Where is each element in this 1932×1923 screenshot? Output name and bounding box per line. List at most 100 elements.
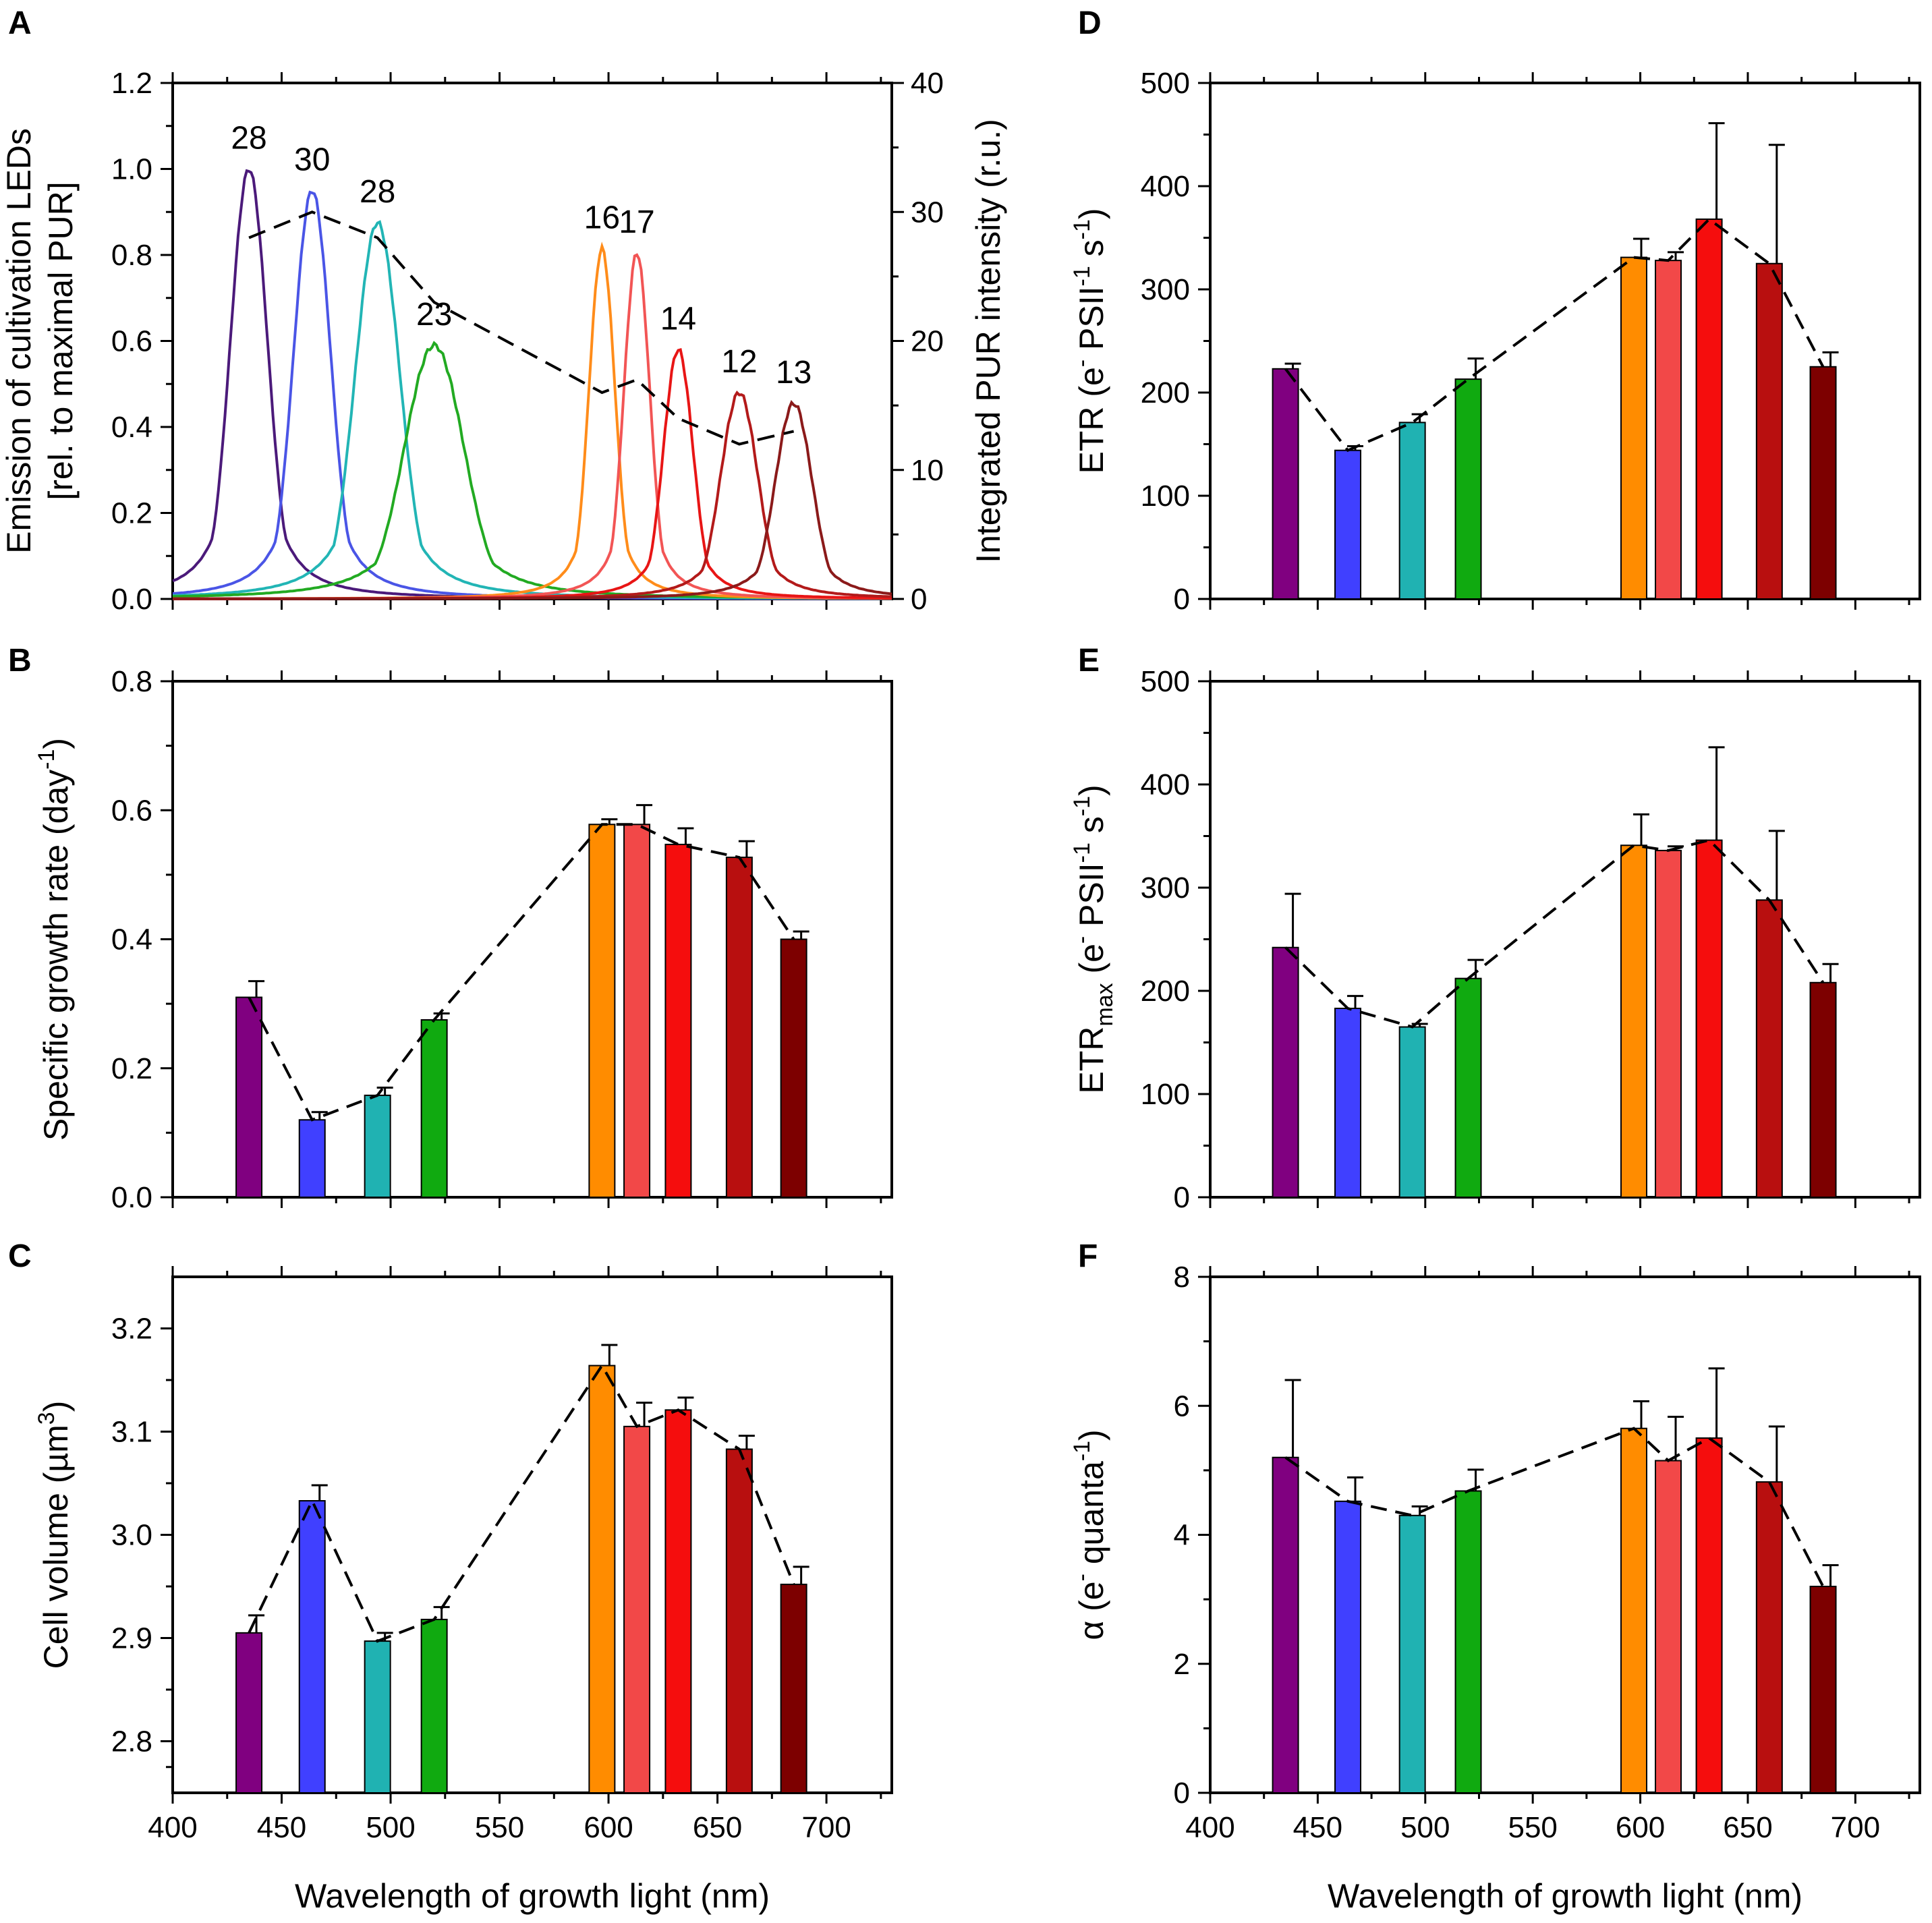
panel-a-pur-label: 17 (619, 204, 654, 240)
panel-b-bar (235, 996, 263, 1198)
panel-f-bar (1272, 1456, 1299, 1793)
panel-c-xtick-label: 550 (475, 1811, 524, 1844)
panel-d-ytick-label: 400 (1141, 170, 1190, 203)
panel-d-ylabel-mid: PSII (1073, 286, 1110, 359)
panel-f-ylabel-mid: quanta (1073, 1461, 1110, 1574)
panel-e-bar (1809, 981, 1837, 1198)
panel-d-bar (1620, 256, 1648, 600)
panel-c-bar (623, 1425, 651, 1794)
panel-a-ytick-label: 0.4 (111, 411, 152, 444)
panel-d-ylabel-end: ) (1073, 208, 1110, 219)
panel-a-ytick-label: 0.6 (111, 325, 152, 358)
panel-c-ytick-label: 3.1 (111, 1416, 152, 1449)
panel-a-ylabel-line: [rel. to maximal PUR] (42, 181, 80, 500)
panel-f-xtick-label: 650 (1723, 1811, 1772, 1844)
panel-f-bar (1398, 1514, 1426, 1793)
panel-e-ylabel-text: ETR (1073, 1027, 1110, 1094)
panel-c-xtick-label: 450 (257, 1811, 306, 1844)
panel-e-letter: E (1078, 643, 1100, 679)
panel-b-ylabel-end: ) (37, 738, 75, 749)
panel-e-ylabel-mid: PSII (1073, 863, 1110, 936)
panel-c-letter: C (8, 1238, 32, 1274)
panel-b-ytick-label: 0.0 (111, 1181, 152, 1214)
panel-e-ytick-label: 500 (1141, 665, 1190, 698)
panel-b-trend-line (248, 823, 795, 1122)
panel-a-emission-curve (173, 241, 892, 600)
panel-a-frame (171, 82, 893, 600)
panel-a-pur-label: 28 (231, 121, 266, 156)
panel-f-trend-line (1284, 1427, 1825, 1587)
panel-e-bar (1272, 946, 1299, 1198)
panel-a-y2label-group: Integrated PUR intensity (r.u.) (969, 119, 1007, 563)
panel-d-bar (1809, 366, 1837, 600)
panel-c-ylabel-sup: 3 (34, 1412, 59, 1425)
panel-e-bar (1620, 844, 1648, 1198)
panel-b-ylabel: Specific growth rate (day-1) (34, 738, 75, 1141)
panel-a-ytick-label: 1.0 (111, 153, 152, 186)
panel-d-ytick-label: 0 (1174, 583, 1190, 616)
panel-f-ytick-label: 4 (1174, 1519, 1190, 1552)
panel-e-ylabel-sup: - (1069, 936, 1095, 944)
panel-c-ylabel-text: Cell volume (µm (37, 1425, 75, 1669)
panel-b-ylabel-sup: -1 (34, 749, 59, 770)
panel-f-xtick-label: 600 (1616, 1811, 1665, 1844)
panel-d-ytick-label: 300 (1141, 273, 1190, 306)
panel-e-ylabel: ETRmax (e- PSII-1 s-1) (1069, 784, 1118, 1093)
panel-a-emission-curve (173, 220, 892, 600)
panel-b-bar (780, 938, 807, 1198)
panel-a-ylabel-line: Emission of cultivation LEDs (0, 128, 38, 554)
panel-c-xtick-label: 650 (693, 1811, 742, 1844)
panel-a-letter: A (8, 5, 32, 41)
panel-c-xtick-label: 500 (366, 1811, 415, 1844)
panel-e-bar (1695, 839, 1723, 1198)
panel-e-trend-line (1284, 838, 1825, 1029)
panel-b-bar (725, 857, 753, 1199)
panel-f-bar (1695, 1437, 1723, 1793)
panel-e-ylabel-mid: s (1073, 816, 1110, 842)
panel-a-pur-label: 14 (660, 301, 696, 337)
panel-c-ytick-label: 2.9 (111, 1622, 152, 1655)
panel-d-bar (1755, 262, 1783, 600)
panel-a-ytick-label: 0.8 (111, 239, 152, 272)
panel-b-bar (664, 843, 692, 1198)
panel-c-bar (664, 1409, 692, 1794)
panel-a-ytick-label: 1.2 (111, 67, 152, 100)
panel-f-bar (1334, 1500, 1362, 1793)
panel-a-pur-label: 12 (721, 344, 757, 380)
panel-d-ylabel-sup: - (1069, 360, 1095, 367)
panel-b-ylabel-group: Specific growth rate (day-1) (34, 738, 75, 1141)
panel-a-y2label: Integrated PUR intensity (r.u.) (969, 119, 1007, 563)
panel-d-ylabel: ETR (e- PSII-1 s-1) (1069, 208, 1110, 473)
panel-d-letter: D (1078, 5, 1102, 41)
panel-c-ylabel-group: Cell volume (µm3) (34, 1401, 75, 1669)
panel-e-ytick-label: 300 (1141, 871, 1190, 905)
panel-d-ytick-label: 500 (1141, 67, 1190, 100)
panel-a-ytick-label: 0.0 (111, 583, 152, 616)
panel-a-pur-label: 28 (360, 174, 395, 210)
panel-f-xlabel: Wavelength of growth light (nm) (1328, 1877, 1802, 1915)
panel-b-ytick-label: 0.6 (111, 794, 152, 827)
panel-b-bar (298, 1119, 326, 1198)
panel-d-ylabel-sup: -1 (1069, 219, 1095, 239)
panel-a-pur-label: 16 (584, 200, 620, 235)
panel-d-ylabel-mid: s (1073, 239, 1110, 266)
panel-a-ytick-label: 0.2 (111, 497, 152, 530)
panel-b-ytick-label: 0.4 (111, 923, 152, 956)
panel-a-y2tick-label: 40 (911, 67, 944, 100)
panel-d-ylabel-sup: -1 (1069, 266, 1095, 286)
panel-f-bar (1809, 1586, 1837, 1793)
panel-f-bar (1454, 1490, 1482, 1794)
panel-f-xtick-label: 550 (1508, 1811, 1557, 1844)
panel-c-bar (364, 1640, 391, 1794)
panel-c-trend-line (248, 1362, 795, 1643)
panel-a-pur-line (248, 210, 795, 446)
panel-c-ytick-label: 3.0 (111, 1519, 152, 1552)
panel-f-ytick-label: 6 (1174, 1389, 1190, 1423)
panel-e-bar (1398, 1026, 1426, 1199)
panel-c-bar (588, 1365, 616, 1793)
panel-b-letter: B (8, 643, 32, 679)
panel-d-ytick-label: 100 (1141, 480, 1190, 513)
panel-e-ytick-label: 0 (1174, 1181, 1190, 1214)
panel-a-y2tick-label: 10 (911, 454, 944, 487)
